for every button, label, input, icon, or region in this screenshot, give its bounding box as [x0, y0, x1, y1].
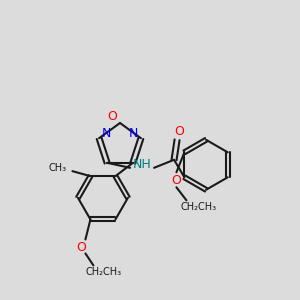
Text: O: O [172, 174, 182, 187]
Text: N: N [101, 127, 111, 140]
Text: NH: NH [133, 158, 152, 171]
Text: N: N [129, 127, 139, 140]
Text: CH₂CH₃: CH₂CH₃ [180, 202, 217, 212]
Text: CH₃: CH₃ [48, 163, 67, 173]
Text: O: O [174, 125, 184, 138]
Text: O: O [107, 110, 117, 124]
Text: O: O [76, 241, 86, 254]
Text: CH₂CH₃: CH₂CH₃ [85, 267, 122, 278]
